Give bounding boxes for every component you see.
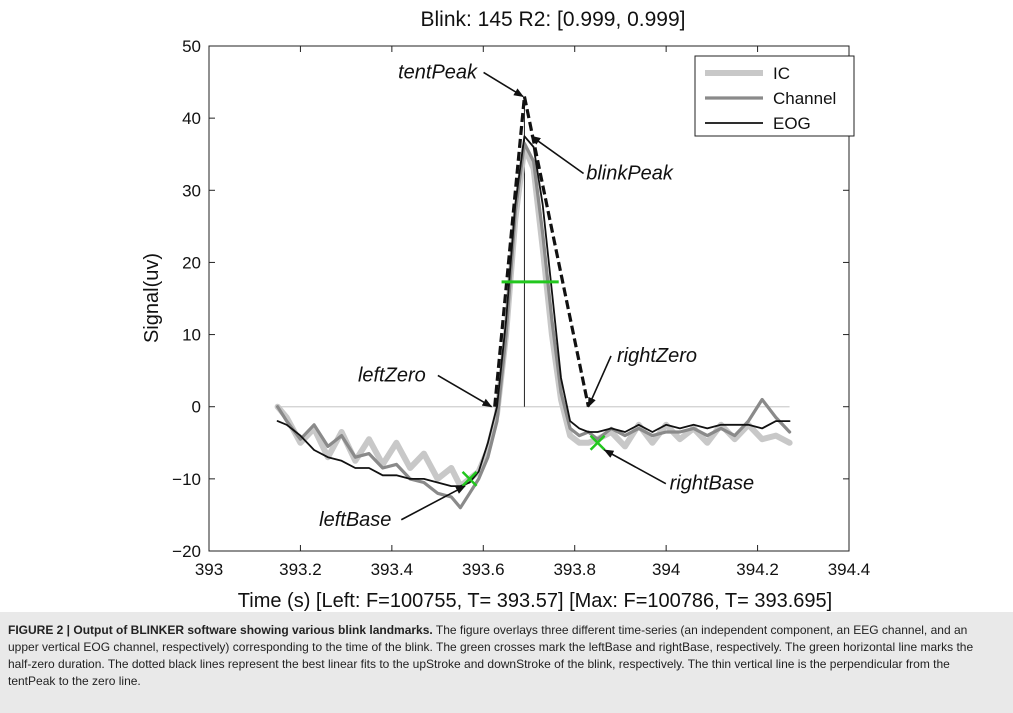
legend-label-ic: IC — [773, 64, 790, 83]
upstroke-fit-line — [493, 96, 527, 407]
base-marker-leftbase — [461, 470, 478, 487]
annotation-arrow-leftbase — [400, 485, 466, 521]
chart-title: Blink: 145 R2: [0.999, 0.999] — [420, 8, 685, 31]
y-tick-label: 40 — [182, 109, 201, 128]
blink-chart: Blink: 145 R2: [0.999, 0.999] 393 393.2 39… — [141, 8, 870, 612]
annotation-arrow-tentpeak — [483, 71, 524, 98]
y-tick-label: 20 — [182, 253, 201, 272]
axis-ticks: 393 393.2 393.4 393.6 393.8 394 394.2 394.4 −20 −… — [172, 37, 870, 579]
landmark-annotations: tentPeak blinkPeak leftZero rightZero rightB… — [319, 61, 754, 530]
annotation-rightzero: rightZero — [617, 345, 697, 367]
x-tick-label: 394.2 — [736, 560, 779, 579]
x-tick-label: 393.6 — [462, 560, 505, 579]
downstroke-fit-line — [522, 96, 590, 408]
y-axis-label: Signal(uv) — [141, 253, 163, 343]
legend-label-eog: EOG — [773, 114, 811, 133]
x-tick-label: 394.4 — [828, 560, 871, 579]
annotation-arrow-rightbase — [603, 449, 667, 485]
annotation-rightbase: rightBase — [670, 473, 755, 495]
y-tick-label: 50 — [182, 37, 201, 56]
caption-title: FIGURE 2 | Output of BLINKER software sh… — [8, 623, 433, 637]
x-tick-label: 394 — [652, 560, 680, 579]
base-marker-rightbase — [589, 434, 606, 451]
annotation-arrow-leftzero — [437, 374, 493, 408]
annotation-leftbase: leftBase — [319, 509, 391, 531]
series-line-channel — [276, 141, 792, 510]
legend-label-channel: Channel — [773, 89, 836, 108]
y-tick-label: −10 — [172, 470, 201, 489]
series-line-ic — [274, 144, 793, 490]
y-tick-label: 30 — [182, 181, 201, 200]
x-axis-label: Time (s) [Left: F=100755, T= 393.57] [Ma… — [238, 590, 832, 612]
plot-data — [274, 96, 793, 510]
annotation-blinkpeak: blinkPeak — [586, 162, 674, 184]
x-tick-label: 393.4 — [371, 560, 414, 579]
annotation-leftzero: leftZero — [358, 364, 426, 386]
legend: IC Channel EOG — [694, 55, 855, 137]
x-tick-label: 393.8 — [553, 560, 596, 579]
caption-body: The figure overlays three different time… — [8, 623, 974, 688]
series-line-eog — [276, 135, 791, 487]
y-tick-label: 0 — [192, 398, 201, 417]
figure-caption: FIGURE 2 | Output of BLINKER software sh… — [0, 612, 1013, 713]
x-tick-label: 393 — [195, 560, 223, 579]
annotation-tentpeak: tentPeak — [398, 61, 478, 83]
annotation-arrow-blinkpeak — [530, 135, 585, 175]
y-tick-label: 10 — [182, 326, 201, 345]
annotation-arrow-rightzero — [587, 355, 612, 408]
y-tick-label: −20 — [172, 542, 201, 561]
x-tick-label: 393.2 — [279, 560, 322, 579]
plot-frame — [208, 45, 850, 552]
